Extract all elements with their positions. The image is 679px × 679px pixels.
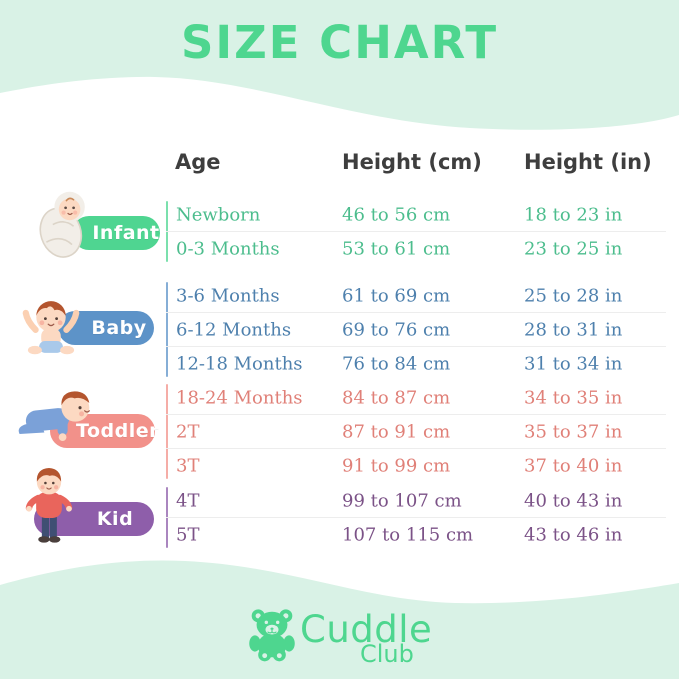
group-baby-rows: 3-6 Months 61 to 69 cm 25 to 28 in 6-12 …: [166, 279, 666, 380]
cell-height-cm: 53 to 61 cm: [342, 238, 451, 259]
cell-height-in: 28 to 31 in: [524, 319, 623, 340]
table-row: 3-6 Months 61 to 69 cm 25 to 28 in: [166, 279, 666, 312]
table-row: 4T 99 to 107 cm 40 to 43 in: [166, 484, 666, 517]
badge-baby-label: Baby: [91, 317, 147, 339]
cell-height-cm: 61 to 69 cm: [342, 285, 451, 306]
swaddled-infant-illustration: [39, 191, 85, 258]
group-infant-rows: Newborn 46 to 56 cm 18 to 23 in 0-3 Mont…: [166, 198, 666, 265]
logo-sub-text: Club: [360, 640, 414, 668]
table-row: 0-3 Months 53 to 61 cm 23 to 25 in: [166, 231, 666, 265]
cell-age: 0-3 Months: [176, 238, 280, 259]
cell-age: 4T: [176, 490, 200, 511]
cell-age: 3T: [176, 455, 200, 476]
cell-height-cm: 76 to 84 cm: [342, 353, 451, 374]
cell-height-cm: 99 to 107 cm: [342, 490, 462, 511]
cell-height-in: 18 to 23 in: [524, 204, 623, 225]
cell-height-cm: 91 to 99 cm: [342, 455, 451, 476]
cell-height-cm: 84 to 87 cm: [342, 387, 451, 408]
sitting-baby-illustration: [22, 301, 80, 355]
cell-height-cm: 107 to 115 cm: [342, 524, 474, 545]
cell-height-in: 31 to 34 in: [524, 353, 623, 374]
column-header-age: Age: [175, 150, 221, 174]
cell-height-cm: 87 to 91 cm: [342, 421, 451, 442]
cell-height-in: 37 to 40 in: [524, 455, 623, 476]
cell-height-in: 43 to 46 in: [524, 524, 623, 545]
cell-height-in: 34 to 35 in: [524, 387, 623, 408]
table-row: 2T 87 to 91 cm 35 to 37 in: [166, 414, 666, 448]
column-header-height-cm: Height (cm): [342, 150, 482, 174]
page-title: SIZE CHART: [180, 16, 499, 69]
cell-age: 18-24 Months: [176, 387, 303, 408]
table-row: 6-12 Months 69 to 76 cm 28 to 31 in: [166, 312, 666, 346]
logo-brand-text: Cuddle: [300, 608, 433, 651]
crawling-toddler-illustration: [18, 391, 90, 442]
column-header-height-in: Height (in): [524, 150, 652, 174]
cell-height-cm: 69 to 76 cm: [342, 319, 451, 340]
table-row: 18-24 Months 84 to 87 cm 34 to 35 in: [166, 381, 666, 414]
badge-toddler-label: Toddler: [76, 420, 159, 442]
group-toddler-rows: 18-24 Months 84 to 87 cm 34 to 35 in 2T …: [166, 381, 666, 482]
cell-height-in: 40 to 43 in: [524, 490, 623, 511]
table-row: Newborn 46 to 56 cm 18 to 23 in: [166, 198, 666, 231]
group-kid-rows: 4T 99 to 107 cm 40 to 43 in 5T 107 to 11…: [166, 484, 666, 551]
cell-height-in: 25 to 28 in: [524, 285, 623, 306]
badge-infant: Infant: [72, 216, 160, 250]
cell-age: 5T: [176, 524, 200, 545]
cell-age: Newborn: [176, 204, 261, 225]
badge-kid-label: Kid: [96, 508, 134, 530]
cell-age: 2T: [176, 421, 200, 442]
cell-height-in: 35 to 37 in: [524, 421, 623, 442]
cell-age: 3-6 Months: [176, 285, 280, 306]
table-row: 3T 91 to 99 cm 37 to 40 in: [166, 448, 666, 482]
cell-age: 6-12 Months: [176, 319, 292, 340]
cell-age: 12-18 Months: [176, 353, 303, 374]
cell-height-cm: 46 to 56 cm: [342, 204, 451, 225]
teddy-bear-icon: [249, 609, 295, 662]
cell-height-in: 23 to 25 in: [524, 238, 623, 259]
table-row: 5T 107 to 115 cm 43 to 46 in: [166, 517, 666, 551]
table-row: 12-18 Months 76 to 84 cm 31 to 34 in: [166, 346, 666, 380]
badge-infant-label: Infant: [92, 222, 160, 244]
standing-kid-illustration: [25, 468, 73, 543]
